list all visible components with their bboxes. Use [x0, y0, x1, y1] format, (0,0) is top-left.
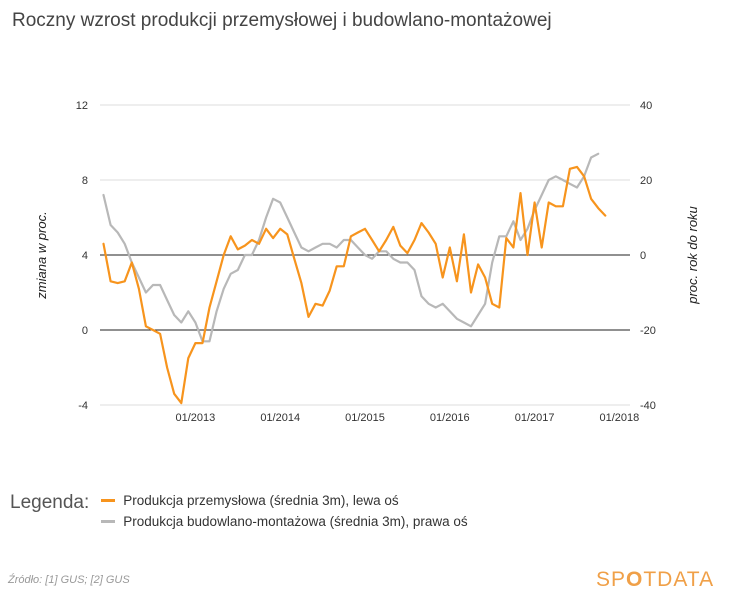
logo-text-end: TDATA: [643, 568, 715, 591]
y2-tick-label: 0: [640, 250, 646, 262]
x-tick-label: 01/2018: [600, 412, 640, 424]
logo-text-start: SP: [596, 568, 627, 591]
y-tick-label: -4: [78, 400, 88, 412]
source-note: Źródło: [1] GUS; [2] GUS: [8, 574, 130, 586]
y2-tick-label: 40: [640, 100, 652, 112]
x-axis-ticks: 01/2013 01/2014 01/2015 01/2016 01/2017 01/20…: [176, 412, 640, 424]
x-tick-label: 01/2014: [260, 412, 300, 424]
series-line-construction: [102, 152, 600, 343]
x-tick-label: 01/2017: [515, 412, 555, 424]
y2-tick-label: -40: [640, 400, 656, 412]
right-axis-ticks: -40 -20 0 20 40: [640, 100, 656, 412]
spotdata-logo: SPOTDATA: [596, 568, 714, 592]
y-axis-label: zmiana w proc.: [34, 211, 49, 299]
x-tick-label: 01/2015: [345, 412, 385, 424]
logo-o-mark: O: [626, 568, 644, 591]
legend: Legenda: Produkcja przemysłowa (średnia …: [10, 490, 468, 529]
legend-item-industrial: Produkcja przemysłowa (średnia 3m), lewa…: [101, 493, 467, 508]
y-tick-label: 4: [82, 250, 88, 262]
series-line-industrial: [102, 165, 607, 405]
left-axis-ticks: -4 0 4 8 12: [76, 100, 88, 412]
legend-swatch-industrial: [101, 499, 116, 502]
y2-tick-label: 20: [640, 175, 652, 187]
x-tick-label: 01/2016: [430, 412, 470, 424]
legend-label-industrial: Produkcja przemysłowa (średnia 3m), lewa…: [123, 493, 399, 508]
y-tick-label: 0: [82, 325, 88, 337]
y2-axis-label: proc. rok do roku: [685, 206, 700, 305]
y-tick-label: 12: [76, 100, 88, 112]
legend-label-construction: Produkcja budowlano-montażowa (średnia 3…: [123, 514, 468, 529]
chart-title: Roczny wzrost produkcji przemysłowej i b…: [12, 10, 552, 31]
legend-swatch-construction: [101, 520, 116, 523]
legend-item-construction: Produkcja budowlano-montażowa (średnia 3…: [101, 514, 468, 529]
x-tick-label: 01/2013: [176, 412, 216, 424]
legend-title: Legenda:: [10, 492, 90, 513]
y-tick-label: 8: [82, 175, 88, 187]
y2-tick-label: -20: [640, 325, 656, 337]
series-lines: [102, 152, 607, 405]
